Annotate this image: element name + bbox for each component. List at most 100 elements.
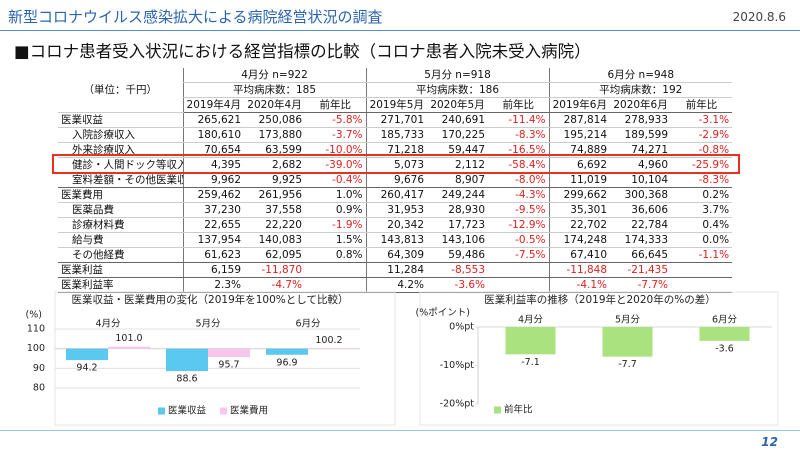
cell: -1.1% — [671, 247, 733, 263]
cell: 10,104 — [610, 172, 672, 188]
cell: 4,395 — [182, 157, 244, 173]
legend-label: 医業収益 — [168, 405, 207, 417]
cell: 61,623 — [182, 247, 244, 263]
category-label: 6月分 — [295, 319, 321, 330]
cell: -8,553 — [427, 262, 489, 278]
table-row: 医業収益 265,621 250,086 -5.8% 271,701 240,691 -11… — [58, 112, 733, 128]
header-row: 平均病床数：185 平均病床数：186 平均病床数：192 — [58, 82, 733, 98]
cell: 9,676 — [365, 172, 428, 188]
cell: 3.7% — [671, 202, 733, 218]
cell: 2.3% — [182, 277, 244, 293]
beds-header: 平均病床数：186 — [365, 82, 550, 98]
cell: 62,095 — [244, 247, 305, 263]
value-label: -3.6 — [715, 343, 734, 354]
value-label: 94.2 — [76, 363, 97, 374]
cell: 143,106 — [427, 232, 489, 248]
cell: 250,086 — [244, 112, 305, 128]
cell — [671, 262, 733, 278]
cell: 185,733 — [365, 127, 428, 143]
bar — [208, 348, 250, 358]
bar — [166, 348, 208, 372]
cell: 174,248 — [548, 232, 611, 248]
legend-swatch — [220, 407, 227, 415]
cell: 22,702 — [548, 217, 611, 233]
table-row: 医業利益率 2.3% -4.7% 4.2% -3.6% -4.1% -7.7% — [58, 277, 733, 293]
column-header: 2019年6月 — [548, 97, 611, 113]
cell: 300,368 — [610, 187, 672, 203]
value-label: 95.7 — [218, 360, 239, 371]
bar — [66, 348, 108, 361]
chart-title: 医業収益・医業費用の変化（2019年を100%として比較） — [72, 293, 349, 306]
y-tick-label: 110 — [27, 324, 45, 335]
row-label: 入院診療収入 — [58, 127, 183, 143]
cell: 4.2% — [365, 277, 428, 293]
cell: 31,953 — [365, 202, 428, 218]
cell: -0.5% — [488, 232, 550, 248]
cell: 0.0% — [671, 232, 733, 248]
chart-panel — [419, 291, 779, 426]
cell: 189,599 — [610, 127, 672, 143]
cell: -11,870 — [244, 262, 305, 278]
cell: 278,933 — [610, 112, 672, 128]
value-label: 96.9 — [276, 357, 297, 368]
title-rule — [0, 30, 800, 31]
cell: 299,662 — [548, 187, 611, 203]
value-label: 88.6 — [176, 374, 197, 385]
legend-label: 医業費用 — [230, 405, 268, 417]
cell: 0.9% — [305, 202, 367, 218]
cell — [305, 262, 367, 278]
cell: -7.5% — [488, 247, 550, 263]
cell: -11,848 — [548, 262, 611, 278]
chart-title: 医業利益率の推移（2019年と2020年の%の差） — [484, 293, 715, 306]
table-row: 給与費 137,954 140,083 1.5% 143,813 143,106 -0.5%… — [58, 232, 733, 248]
cell: -3.7% — [305, 127, 367, 143]
cell: -8.3% — [488, 127, 550, 143]
unit-cell: （単位：千円） — [58, 68, 183, 113]
cell: 0.2% — [671, 187, 733, 203]
cell: 1.0% — [305, 187, 367, 203]
cell: -8.0% — [488, 172, 550, 188]
cell: -4.3% — [488, 187, 550, 203]
row-label: 医業収益 — [58, 112, 183, 128]
table-row: 入院診療収入 180,610 173,880 -3.7% 185,733 170,225-… — [58, 127, 733, 143]
table-row: 医業費用 259,462 261,956 1.0% 260,417 249,244 -4.3… — [58, 187, 733, 203]
cell: -4.1% — [548, 277, 611, 293]
row-label: 給与費 — [58, 232, 183, 248]
cell: 37,230 — [182, 202, 244, 218]
cell: 4,960 — [610, 157, 672, 173]
header-row: 2019年4月 2020年4月 前年比 2019年5月 2020年5月 前年比 2019年6… — [58, 97, 733, 113]
indicator-table: （単位：千円） 4月分 n=922 5月分 n=918 6月分 n=948 平均病床数：… — [58, 68, 733, 293]
cell: 67,410 — [548, 247, 611, 263]
subtitle: ■コロナ患者受入状況における経営指標の比較（コロナ患者入院未受入病院） — [14, 42, 591, 61]
cell: 271,701 — [365, 112, 428, 128]
y-tick-label: 0%pt — [449, 322, 474, 333]
value-label: -7.7 — [618, 359, 637, 370]
cell: 22,655 — [182, 217, 244, 233]
cell: 287,814 — [548, 112, 611, 128]
cell: 66,645 — [610, 247, 672, 263]
legend-label: 前年比 — [504, 404, 533, 416]
y-axis-label: (%ポイント) — [416, 308, 470, 319]
cell: -1.9% — [305, 217, 367, 233]
cell: 22,784 — [610, 217, 672, 233]
value-label: 100.2 — [315, 335, 342, 346]
row-label: 医薬品費 — [58, 202, 183, 218]
cell: 35,301 — [548, 202, 611, 218]
bar — [266, 348, 308, 355]
column-header: 2020年5月 — [427, 97, 489, 113]
column-header: 2019年4月 — [182, 97, 244, 113]
highlight-box — [52, 154, 740, 174]
cell: 17,723 — [427, 217, 489, 233]
beds-header: 平均病床数：185 — [182, 82, 367, 98]
header-row: （単位：千円） 4月分 n=922 5月分 n=918 6月分 n=948 — [58, 68, 733, 113]
row-label: 医業利益 — [58, 262, 183, 278]
chart-panel — [54, 291, 396, 426]
bar — [699, 327, 750, 341]
cell — [488, 262, 550, 278]
column-header: 2020年6月 — [610, 97, 672, 113]
table-row: 室料差額・その他医業収入9,9629,925-0.4%9,6768,907-8.… — [58, 172, 733, 188]
cell: 0.8% — [305, 247, 367, 263]
column-header: 2020年4月 — [244, 97, 305, 113]
row-label: 診療材料費 — [58, 217, 183, 233]
